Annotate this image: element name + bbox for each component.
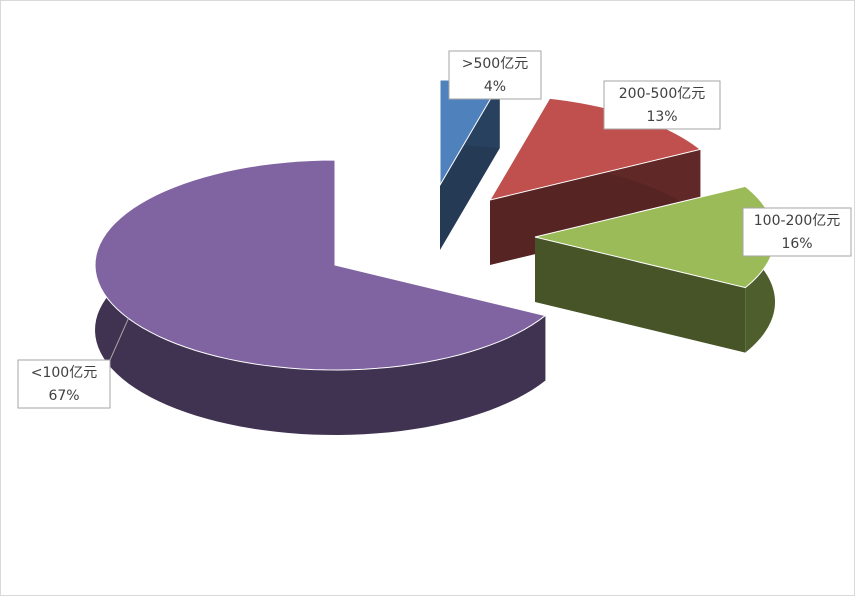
label-value: 13% xyxy=(646,109,677,125)
label-category: 200-500亿元 xyxy=(619,86,706,102)
slice-wall xyxy=(535,237,746,353)
label-box xyxy=(742,207,852,257)
label-value: 4% xyxy=(484,79,506,95)
label-category: 100-200亿元 xyxy=(754,213,841,229)
label-box xyxy=(603,80,721,130)
slice-top xyxy=(94,159,547,371)
label-box xyxy=(17,359,111,409)
label-box xyxy=(448,50,542,100)
label-category: >500亿元 xyxy=(462,56,528,72)
label-value: 67% xyxy=(48,388,79,404)
slice xyxy=(94,159,547,435)
label-category: <100亿元 xyxy=(31,365,97,381)
label-value: 16% xyxy=(781,236,812,252)
leader-line xyxy=(109,318,129,361)
